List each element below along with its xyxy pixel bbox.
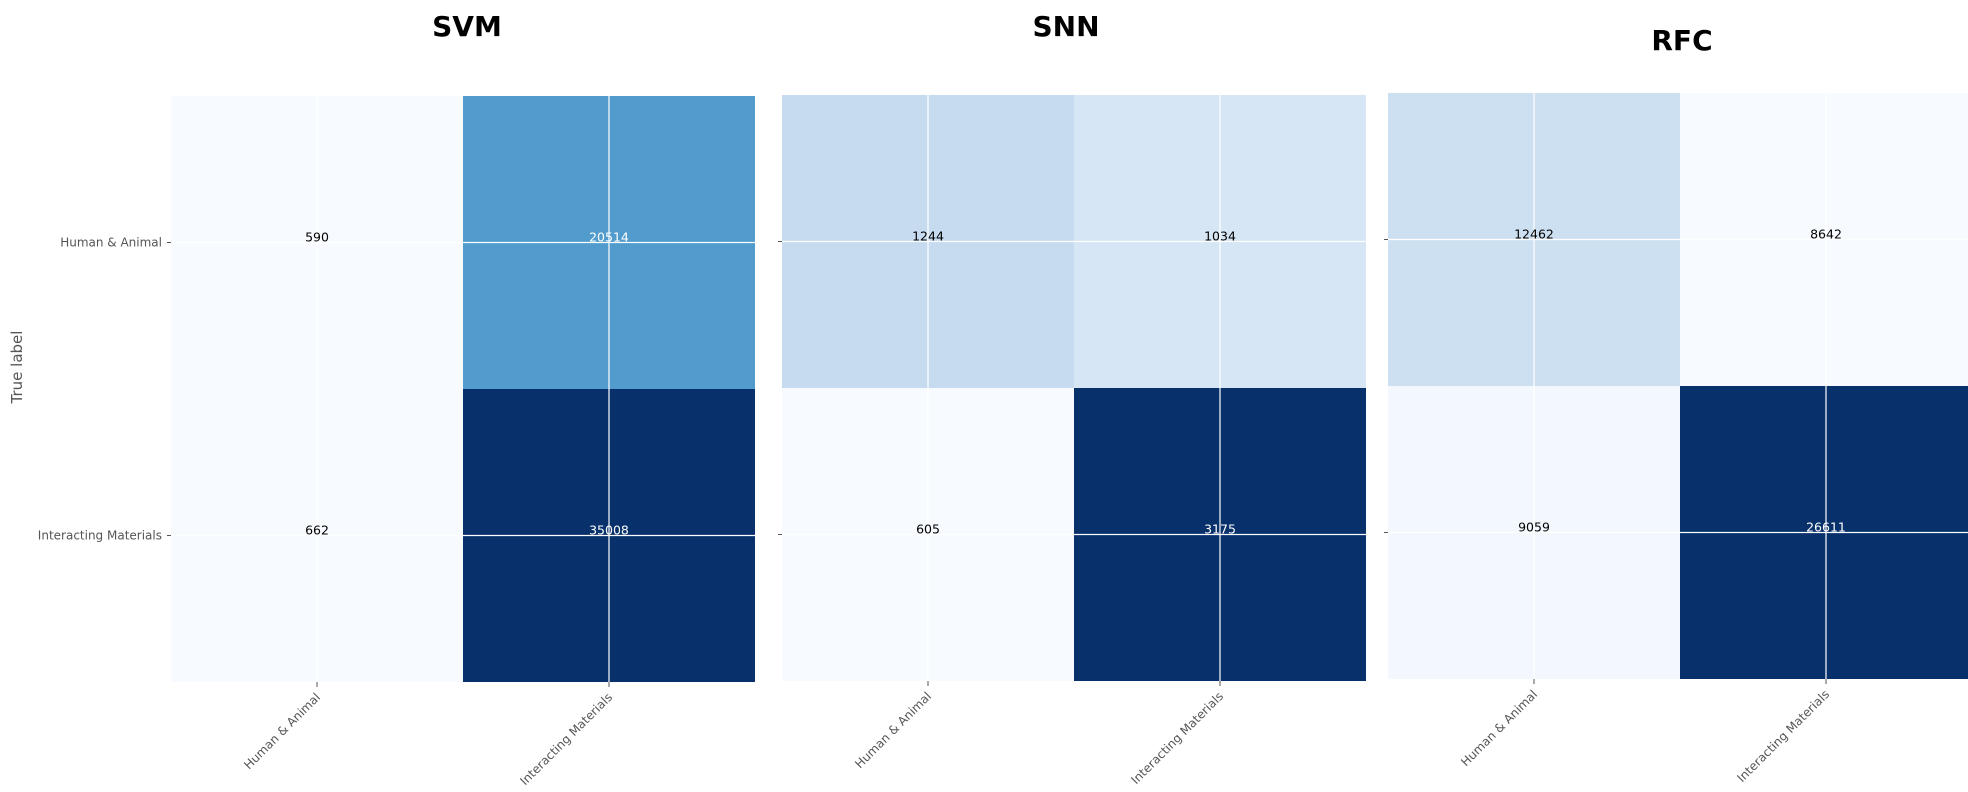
chart-title: SNN xyxy=(1032,10,1099,43)
snn-panel: 1244 1034 605 3175 SNN Human & Animal Interact… xyxy=(778,10,1366,787)
cell-value-label: 35008 xyxy=(589,523,629,538)
chart-title: SVM xyxy=(432,10,502,43)
x-tick-label: Human & Animal xyxy=(241,690,323,772)
cell-value-label: 3175 xyxy=(1204,522,1236,537)
x-tick-label: Interacting Materials xyxy=(1734,687,1832,785)
cell-value-label: 1244 xyxy=(912,229,944,244)
cell-value-label: 12462 xyxy=(1514,227,1554,242)
cell-value-label: 8642 xyxy=(1810,227,1842,242)
svm-panel: 590 20514 662 35008 SVM Human & Animal Interac… xyxy=(8,10,755,788)
cell-value-label: 605 xyxy=(916,522,940,537)
y-tick-label: Human & Animal xyxy=(60,236,162,250)
x-tick-label: Human & Animal xyxy=(852,689,934,771)
x-tick-label: Interacting Materials xyxy=(1128,689,1226,787)
cell-value-label: 590 xyxy=(305,230,329,245)
chart-title: RFC xyxy=(1651,24,1712,57)
cell-value-label: 1034 xyxy=(1204,229,1236,244)
cell-value-label: 9059 xyxy=(1518,520,1550,535)
cell-value-label: 26611 xyxy=(1806,520,1846,535)
x-tick-label: Human & Animal xyxy=(1458,687,1540,769)
cell-value-label: 20514 xyxy=(589,230,629,245)
y-tick-label: Interacting Materials xyxy=(38,529,162,543)
cell-value-label: 662 xyxy=(305,523,329,538)
x-tick-label: Interacting Materials xyxy=(517,690,615,788)
rfc-panel: 12462 8642 9059 26611 RFC Human & Animal Inter… xyxy=(1384,24,1968,785)
y-axis-label: True label xyxy=(8,331,26,405)
